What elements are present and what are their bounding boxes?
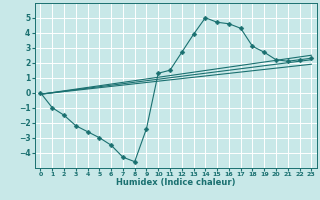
X-axis label: Humidex (Indice chaleur): Humidex (Indice chaleur)	[116, 178, 236, 187]
